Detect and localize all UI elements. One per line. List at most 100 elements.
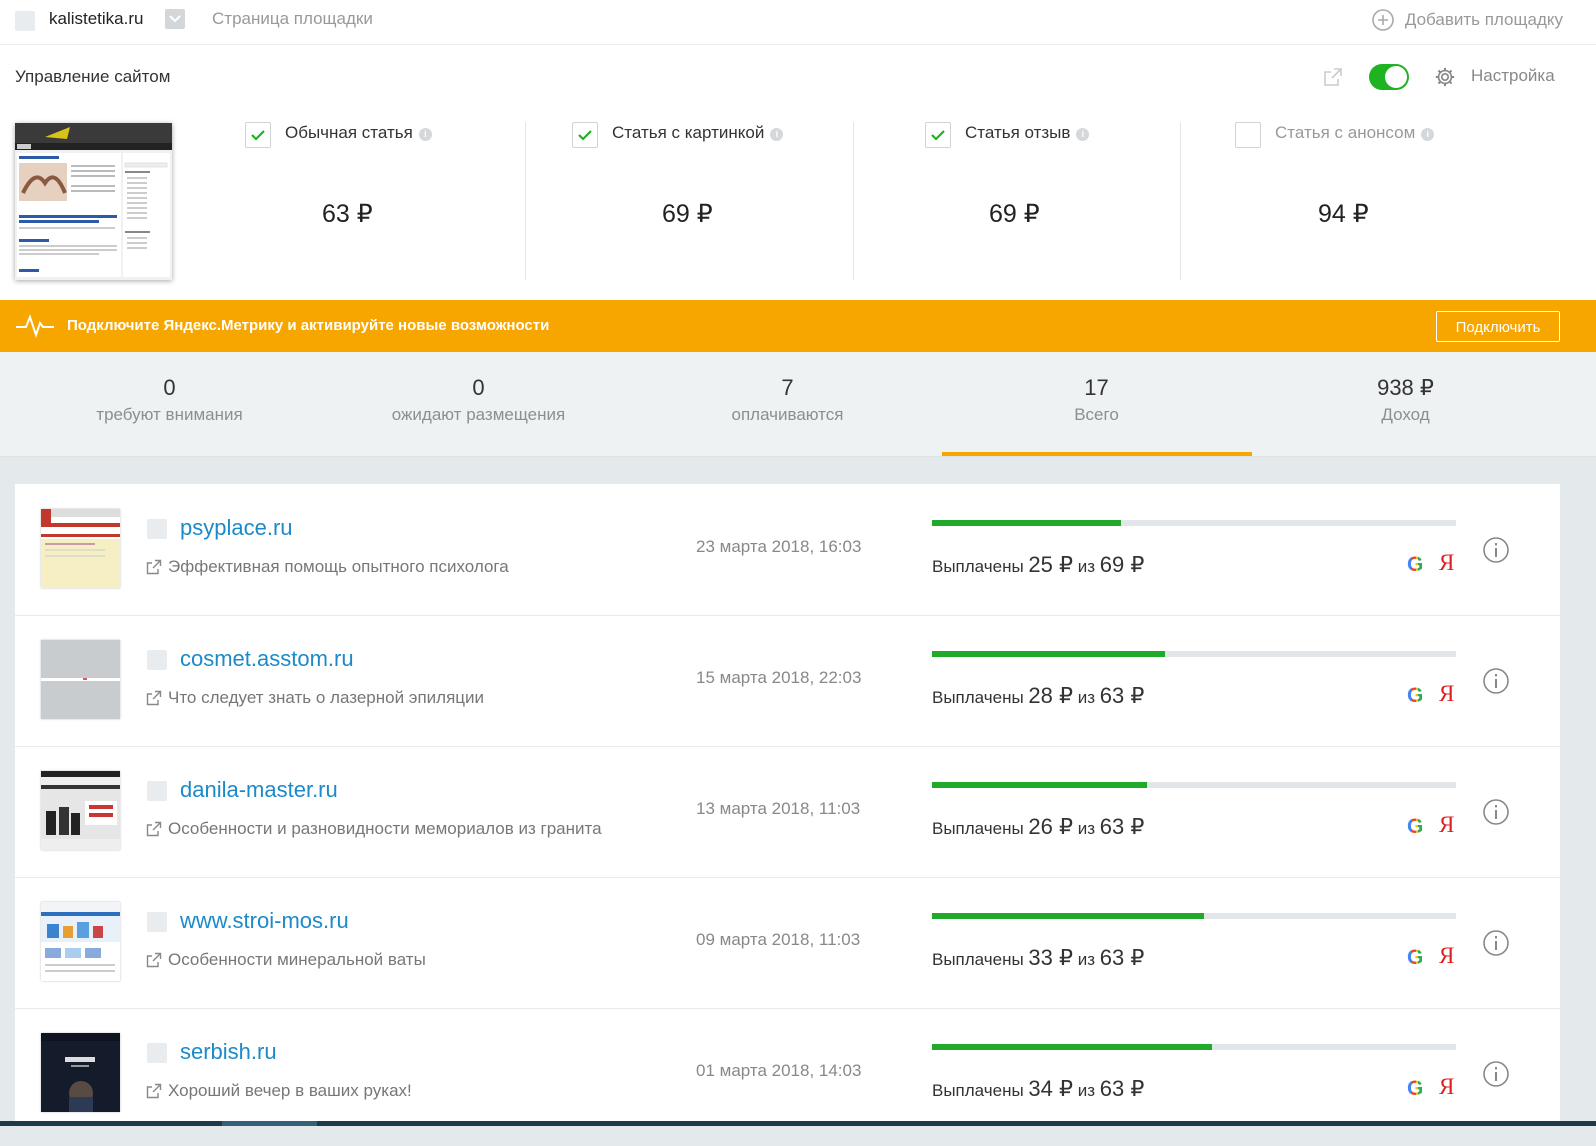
paid-amount: 34 ₽ (1028, 1076, 1074, 1101)
of-label: из (1077, 950, 1096, 969)
add-site-button[interactable]: Добавить площадку (1371, 8, 1563, 32)
article-title: Особенности и разновидности мемориалов и… (168, 819, 602, 838)
site-thumbnail[interactable] (41, 509, 120, 588)
yandex-icon: Я (1439, 943, 1455, 968)
info-icon[interactable]: i (770, 128, 784, 141)
info-icon[interactable]: i (1076, 128, 1090, 141)
payment-status: Выплачены 28 ₽ из 63 ₽ (932, 683, 1144, 709)
stat-value: 938 ₽ (1377, 375, 1434, 400)
row-checkbox[interactable] (147, 912, 167, 932)
site-link[interactable]: cosmet.asstom.ru (180, 646, 354, 671)
info-icon[interactable] (1482, 929, 1510, 957)
site-link[interactable]: psyplace.ru (180, 515, 293, 540)
tab-total[interactable]: 17 Всего (942, 375, 1251, 425)
price-option-checkbox[interactable] (572, 122, 598, 148)
article-title-link[interactable]: Особенности и разновидности мемориалов и… (146, 819, 602, 839)
site-select-checkbox[interactable] (15, 11, 35, 31)
article-title: Эффективная помощь опытного психолога (168, 557, 509, 576)
site-link[interactable]: danila-master.ru (180, 777, 338, 802)
price-option-checkbox[interactable] (245, 122, 271, 148)
progress-fill (932, 520, 1121, 526)
settings-link[interactable]: Настройка (1471, 66, 1555, 85)
price-option-label: Статья отзыв i (965, 123, 1090, 143)
tab-awaiting[interactable]: 0 ожидают размещения (324, 375, 633, 425)
external-link-icon (146, 1083, 162, 1099)
site-active-toggle[interactable] (1369, 64, 1409, 90)
paid-label: Выплачены (932, 557, 1024, 576)
connect-button[interactable]: Подключить (1436, 311, 1560, 342)
price-option-label: Статья с картинкой i (612, 123, 784, 143)
info-icon[interactable] (1482, 1060, 1510, 1088)
orders-list: psyplace.ru Эффективная помощь опытного … (15, 484, 1560, 1124)
site-thumbnail-image (41, 509, 120, 588)
site-thumbnail[interactable] (41, 771, 120, 850)
site-thumbnail-image (41, 771, 120, 850)
tab-income[interactable]: 938 ₽ Доход (1251, 375, 1560, 425)
stat-label: требуют внимания (96, 405, 243, 424)
checkmark-icon (251, 130, 265, 141)
payment-progress-bar (932, 782, 1456, 788)
price-option-value: 69 ₽ (989, 200, 1040, 228)
external-link-icon (146, 690, 162, 706)
list-item: psyplace.ru Эффективная помощь опытного … (15, 484, 1560, 616)
paid-label: Выплачены (932, 819, 1024, 838)
article-title: Особенности минеральной ваты (168, 950, 426, 969)
divider (853, 122, 854, 280)
site-link[interactable]: www.stroi-mos.ru (180, 908, 349, 933)
row-checkbox[interactable] (147, 650, 167, 670)
payment-progress-bar (932, 1044, 1456, 1050)
paid-label: Выплачены (932, 950, 1024, 969)
info-icon[interactable] (1482, 798, 1510, 826)
site-preview-image (15, 123, 172, 280)
paid-label: Выплачены (932, 1081, 1024, 1100)
checkmark-icon (578, 130, 592, 141)
stat-label: оплачиваются (731, 405, 844, 424)
article-title-link[interactable]: Эффективная помощь опытного психолога (146, 557, 509, 577)
tab-paying[interactable]: 7 оплачиваются (633, 375, 942, 425)
external-link-icon[interactable] (1323, 67, 1343, 87)
divider (1180, 122, 1181, 280)
progress-fill (932, 782, 1147, 788)
site-page-link[interactable]: Страница площадки (212, 9, 373, 28)
info-icon[interactable]: i (418, 128, 432, 141)
payment-status: Выплачены 33 ₽ из 63 ₽ (932, 945, 1144, 971)
price-option-value: 94 ₽ (1318, 200, 1369, 228)
payment-status: Выплачены 25 ₽ из 69 ₽ (932, 552, 1144, 578)
order-date: 23 марта 2018, 16:03 (696, 537, 862, 556)
list-item: cosmet.asstom.ru Что следует знать о лаз… (15, 615, 1560, 747)
row-checkbox[interactable] (147, 1043, 167, 1063)
site-thumbnail[interactable] (41, 1033, 120, 1112)
add-site-label: Добавить площадку (1404, 10, 1563, 29)
site-dropdown-button[interactable] (165, 9, 185, 29)
price-option-checkbox[interactable] (925, 122, 951, 148)
top-bar: kalistetika.ru Страница площадки Добавит… (0, 0, 1596, 45)
site-link[interactable]: serbish.ru (180, 1039, 277, 1064)
total-amount: 63 ₽ (1099, 1076, 1145, 1101)
info-icon[interactable] (1482, 667, 1510, 695)
total-amount: 69 ₽ (1099, 552, 1145, 577)
yandex-icon: Я (1439, 812, 1455, 837)
gear-icon[interactable] (1434, 66, 1456, 88)
article-title-link[interactable]: Особенности минеральной ваты (146, 950, 426, 970)
site-thumbnail[interactable] (41, 640, 120, 719)
site-thumbnail[interactable] (41, 902, 120, 981)
of-label: из (1077, 688, 1096, 707)
external-link-icon (146, 559, 162, 575)
list-item: www.stroi-mos.ru Особенности минеральной… (15, 877, 1560, 1009)
row-checkbox[interactable] (147, 781, 167, 801)
article-title-link[interactable]: Что следует знать о лазерной эпиляции (146, 688, 484, 708)
article-title-link[interactable]: Хороший вечер в ваших руках! (146, 1081, 412, 1101)
site-thumbnail-image (41, 902, 120, 981)
order-date: 09 марта 2018, 11:03 (696, 930, 861, 949)
yandex-icon: Я (1439, 550, 1455, 575)
paid-amount: 25 ₽ (1028, 552, 1074, 577)
bottom-strip (0, 1121, 1596, 1126)
google-icon: G (1407, 946, 1424, 969)
price-option-checkbox[interactable] (1235, 122, 1261, 148)
info-icon[interactable] (1482, 536, 1510, 564)
tab-attention[interactable]: 0 требуют внимания (15, 375, 324, 425)
info-icon[interactable]: i (1421, 128, 1435, 141)
price-option-value: 63 ₽ (322, 200, 373, 228)
order-date: 01 марта 2018, 14:03 (696, 1061, 862, 1080)
row-checkbox[interactable] (147, 519, 167, 539)
